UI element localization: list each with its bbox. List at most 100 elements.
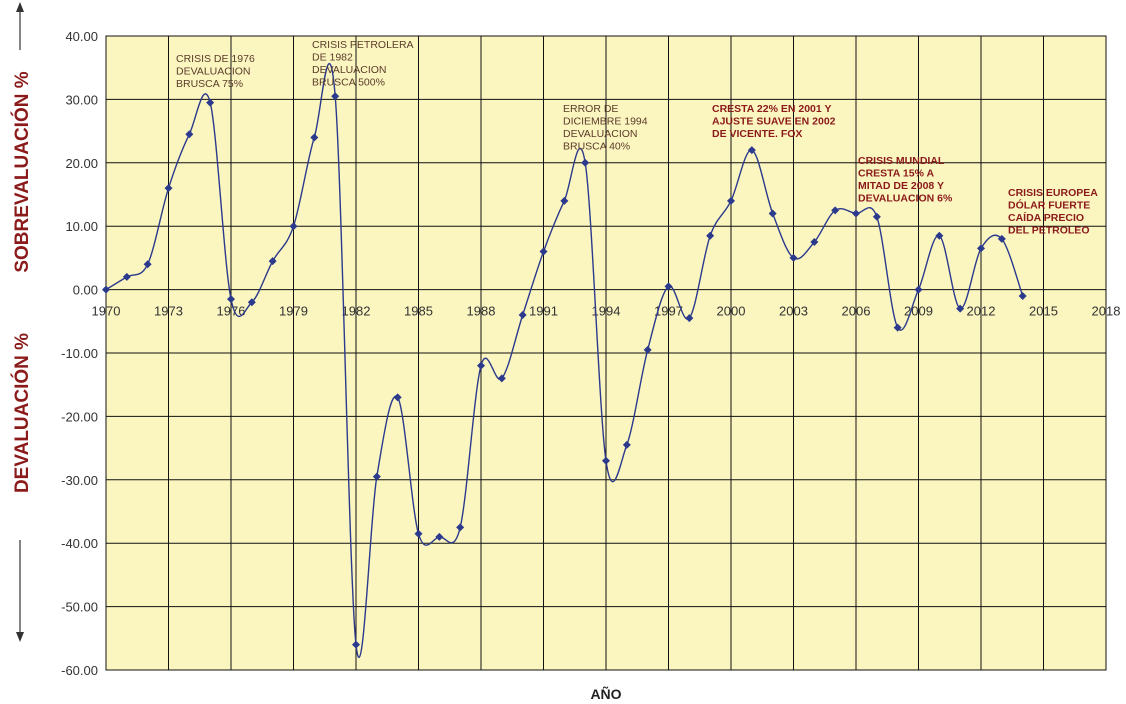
data-point <box>977 244 985 253</box>
y-tick-label: 0.00 <box>73 283 98 298</box>
annotation-line: DE 1982 <box>312 52 353 64</box>
y-tick-label: 20.00 <box>65 156 98 171</box>
data-point <box>810 238 819 247</box>
data-point <box>997 234 1006 243</box>
data-point <box>143 260 152 269</box>
data-point <box>164 184 173 193</box>
x-tick-label: 1982 <box>342 304 371 319</box>
data-point <box>497 374 506 383</box>
data-point <box>956 304 965 313</box>
arrow-up-icon <box>16 2 24 12</box>
y-tick-label: -20.00 <box>61 409 98 424</box>
annotation-line: DÓLAR FUERTE <box>1008 199 1090 212</box>
data-point <box>331 92 340 101</box>
x-tick-label: 1991 <box>529 304 558 319</box>
annotation-line: CRISIS MUNDIAL <box>858 155 945 167</box>
x-tick-label: 1997 <box>654 304 683 319</box>
data-point <box>352 640 360 649</box>
data-point <box>872 212 881 221</box>
annotation-line: DE VICENTE. FOX <box>712 128 802 140</box>
data-point <box>102 285 110 294</box>
x-tick-label: 2006 <box>842 304 871 319</box>
data-point <box>289 222 298 231</box>
x-tick-labels: 1970 1973 1976 1979 1982 1985 1988 1991 1994 1997… <box>92 304 1121 319</box>
y-tick-label: -60.00 <box>61 663 98 678</box>
y-axis-title-bottom: DEVALUACIÓN % <box>11 333 33 493</box>
y-tick-label: -10.00 <box>61 346 98 361</box>
annotation-line: CRISIS EUROPEA <box>1008 187 1098 199</box>
annotation-line: BRUSCA 75% <box>176 78 243 90</box>
data-point <box>477 361 485 370</box>
y-tick-label: -50.00 <box>61 600 98 615</box>
annotation-line: DICIEMBRE 1994 <box>563 116 648 128</box>
data-point <box>602 456 610 465</box>
data-point <box>435 532 444 541</box>
data-point <box>456 523 465 532</box>
x-tick-label: 1973 <box>154 304 183 319</box>
data-point <box>206 98 215 107</box>
annotation-line: MITAD DE 2008 Y <box>858 180 944 192</box>
annotation-line: AJUSTE SUAVE EN 2002 <box>712 116 836 128</box>
annotation-line: ERROR DE <box>563 103 618 115</box>
annotation-line: BRUSCA 40% <box>563 141 630 153</box>
annotation-line: CRISIS PETROLERA <box>312 39 414 51</box>
data-point <box>310 133 319 142</box>
data-point <box>831 206 840 215</box>
data-point <box>539 247 548 256</box>
y-axis-title-top: SOBREVALUACIÓN % <box>11 71 33 272</box>
y-tick-label: -30.00 <box>61 473 98 488</box>
data-point <box>393 393 402 402</box>
data-point <box>122 272 131 281</box>
data-points <box>102 92 1027 649</box>
x-tick-label: 1976 <box>217 304 246 319</box>
x-axis-title: AÑO <box>590 685 621 702</box>
data-point <box>768 209 777 218</box>
annotation-line: CRESTA 22% EN 2001 Y <box>712 103 831 115</box>
y-axis-title-bottom-group: DEVALUACIÓN % <box>11 333 33 642</box>
annotation-line: DEVALUACION <box>312 64 387 76</box>
x-tick-label: 1970 <box>92 304 121 319</box>
x-tick-label: 2009 <box>904 304 933 319</box>
y-tick-label: 30.00 <box>65 92 98 107</box>
y-tick-label: 40.00 <box>65 29 98 44</box>
data-point <box>247 298 256 307</box>
data-point <box>227 295 235 304</box>
annotation-line: CRISIS DE 1976 <box>176 53 255 65</box>
annotation-line: DEVALUACION <box>563 128 638 140</box>
data-point <box>914 285 923 294</box>
y-tick-label: 10.00 <box>65 219 98 234</box>
data-point <box>664 282 673 291</box>
data-point <box>268 257 277 266</box>
data-point <box>685 314 694 323</box>
x-tick-label: 1988 <box>467 304 496 319</box>
data-point <box>372 472 381 481</box>
x-tick-label: 2015 <box>1029 304 1058 319</box>
plot-border <box>105 35 1107 671</box>
arrow-down-icon <box>16 632 24 642</box>
annotation-line: DEL PETROLEO <box>1008 225 1089 237</box>
data-point <box>518 310 527 319</box>
x-tick-label: 2003 <box>779 304 808 319</box>
data-point <box>622 440 631 449</box>
x-tick-label: 2012 <box>967 304 996 319</box>
data-point <box>935 231 944 240</box>
annotation-line: DEVALUACION 6% <box>858 193 953 205</box>
annotation-line: CRESTA 15% A <box>858 168 934 180</box>
data-point <box>185 130 194 139</box>
x-tick-label: 1994 <box>592 304 621 319</box>
annotation-line: CAÍDA PRECIO <box>1008 211 1084 224</box>
data-point <box>581 158 590 167</box>
y-tick-label: -40.00 <box>61 536 98 551</box>
annotation-line: BRUSCA 500% <box>312 77 385 89</box>
y-axis-title-top-group: SOBREVALUACIÓN % <box>11 2 33 273</box>
x-tick-label: 1979 <box>279 304 308 319</box>
annotation-line: DEVALUACION <box>176 66 251 78</box>
y-tick-labels: 40.00 30.00 20.00 10.00 0.00 -10.00 -20.00 -30.… <box>61 29 98 678</box>
